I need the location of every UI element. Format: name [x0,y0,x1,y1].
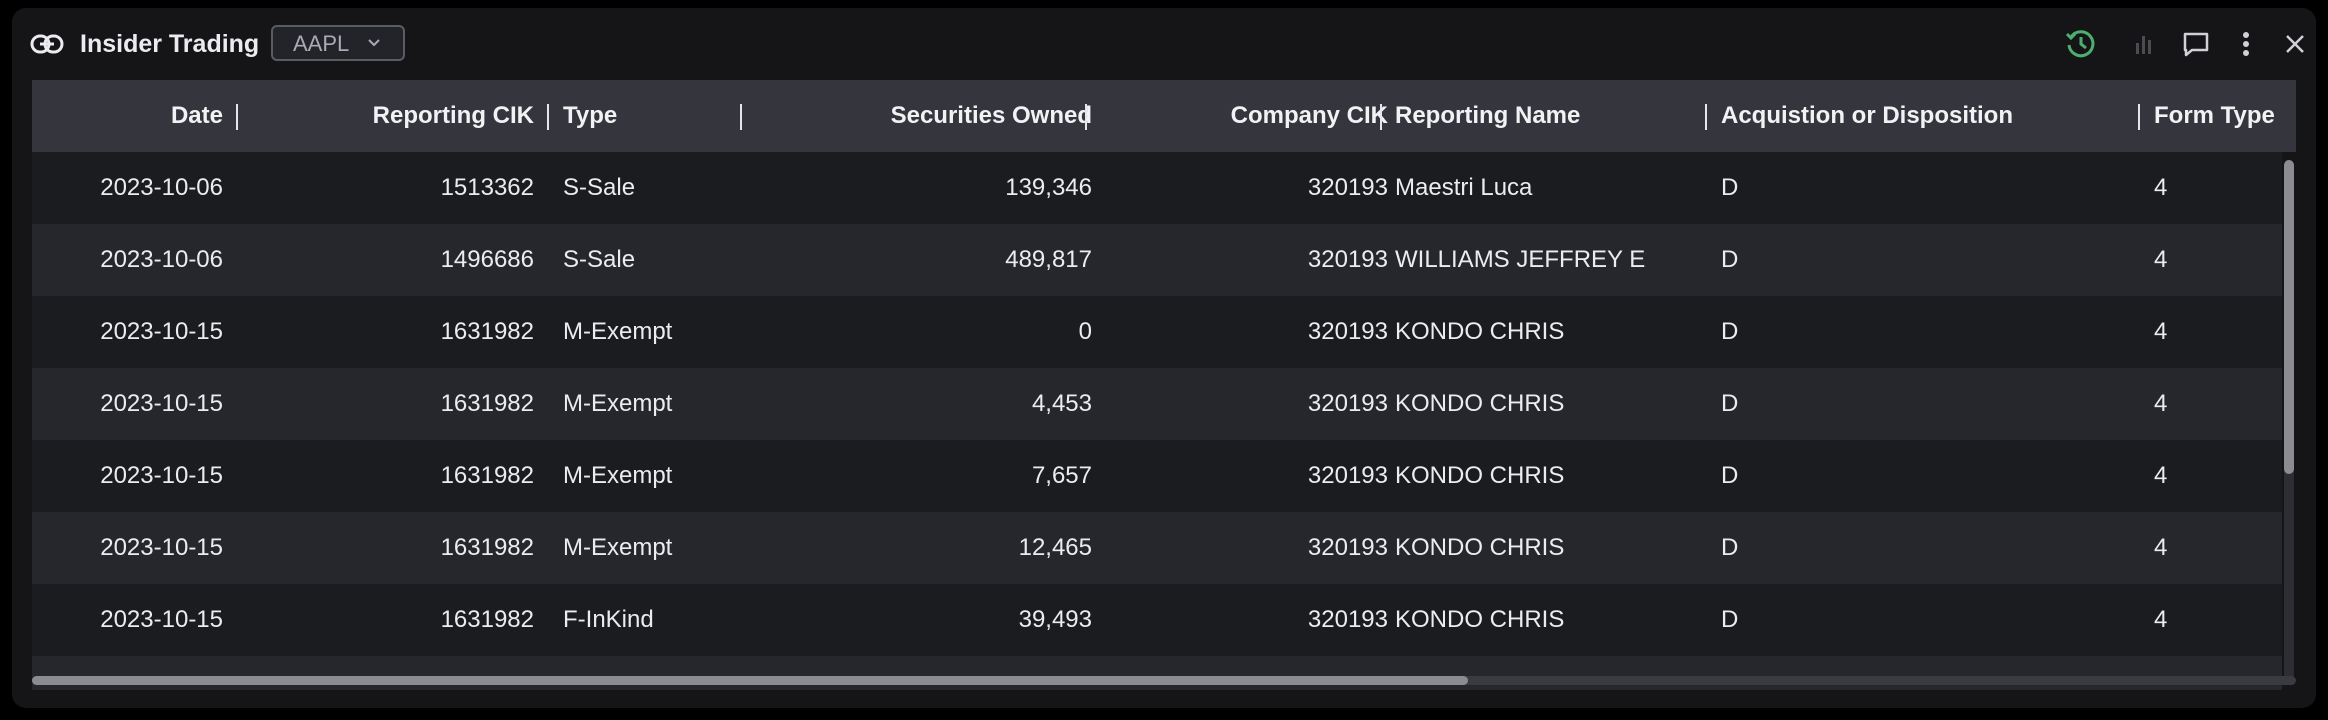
cell-acquisition-or-disposition: D [1721,462,1739,489]
table-row[interactable]: 2023-10-15 1631982 M-Exempt 12,465 32019… [32,512,2282,584]
insider-trading-widget: Insider Trading AAPL [12,8,2316,708]
cell-type: M-Exempt [563,390,673,417]
cell-type: M-Exempt [563,462,673,489]
cell-date: 2023-10-15 [100,606,223,633]
cell-company-cik: 320193 [1307,390,1388,417]
column-header-reporting-cik[interactable]: Reporting CIK [372,102,534,129]
cell-reporting-name: Maestri Luca [1395,174,1533,201]
comment-icon[interactable] [2179,27,2213,61]
cell-company-cik: 320193 [1307,318,1388,345]
cell-form-type: 4 [2154,462,2168,489]
cell-securities-owned: 0 [1078,318,1092,345]
cell-form-type: 4 [2154,606,2168,633]
cell-form-type: 4 [2154,534,2168,561]
column-resize-handle[interactable] [740,104,742,130]
column-header-acquisition-or-disposition[interactable]: Acquistion or Disposition [1721,102,2013,129]
column-header-reporting-name[interactable]: Reporting Name [1395,102,1581,129]
column-resize-handle[interactable] [236,104,238,130]
table-row[interactable]: 2023-10-15 1631982 M-Exempt 7,657 320193… [32,440,2282,512]
cell-reporting-cik: 1631982 [440,390,534,417]
cell-reporting-name: KONDO CHRIS [1395,462,1565,489]
cell-reporting-name: KONDO CHRIS [1395,534,1565,561]
widget-header: Insider Trading AAPL [12,8,2316,80]
cell-securities-owned: 489,817 [1005,246,1092,273]
cell-reporting-cik: 1631982 [440,606,534,633]
insider-trading-table: Date Reporting CIK Type Securities Owned… [32,80,2296,690]
cell-company-cik: 320193 [1307,174,1388,201]
cell-acquisition-or-disposition: D [1721,174,1739,201]
cell-reporting-cik: 1631982 [440,318,534,345]
column-header-securities-owned[interactable]: Securities Owned [890,102,1092,129]
widget-title: Insider Trading [80,30,260,58]
chevron-down-icon [368,39,380,47]
table-row[interactable]: 2023-10-06 1513362 S-Sale 139,346 320193… [32,152,2282,224]
cell-reporting-cik: 1496686 [440,246,534,273]
column-resize-handle[interactable] [1380,104,1382,130]
vertical-scrollbar[interactable] [2284,160,2294,682]
cell-date: 2023-10-15 [100,462,223,489]
cell-reporting-name: KONDO CHRIS [1395,606,1565,633]
horizontal-scrollbar[interactable] [32,676,2296,685]
table-row[interactable]: 2023-10-15 1631982 F-InKind 39,493 32019… [32,584,2282,656]
cell-reporting-name: WILLIAMS JEFFREY E [1395,246,1646,273]
horizontal-scrollbar-thumb[interactable] [32,676,1468,685]
cell-form-type: 4 [2154,390,2168,417]
ticker-select[interactable]: AAPL [271,25,405,61]
link-icon[interactable] [30,33,64,55]
cell-acquisition-or-disposition: D [1721,318,1739,345]
cell-type: S-Sale [563,246,636,273]
cell-type: M-Exempt [563,318,673,345]
column-resize-handle[interactable] [1085,104,1087,130]
cell-securities-owned: 7,657 [1031,462,1092,489]
cell-securities-owned: 12,465 [1018,534,1092,561]
column-resize-handle[interactable] [2138,104,2140,130]
cell-company-cik: 320193 [1307,534,1388,561]
cell-acquisition-or-disposition: D [1721,534,1739,561]
cell-date: 2023-10-15 [100,318,223,345]
chart-bars-icon[interactable] [2127,27,2161,61]
cell-company-cik: 320193 [1307,246,1388,273]
cell-company-cik: 320193 [1307,462,1388,489]
cell-acquisition-or-disposition: D [1721,246,1739,273]
cell-date: 2023-10-06 [100,174,223,201]
table-header-row: Date Reporting CIK Type Securities Owned… [32,80,2296,152]
cell-securities-owned: 4,453 [1031,390,1092,417]
cell-form-type: 4 [2154,246,2168,273]
close-icon[interactable] [2278,27,2312,61]
cell-type: M-Exempt [563,534,673,561]
history-icon[interactable] [2064,27,2098,61]
cell-date: 2023-10-15 [100,534,223,561]
cell-type: F-InKind [563,606,654,633]
column-header-date[interactable]: Date [170,102,223,129]
cell-reporting-cik: 1631982 [440,534,534,561]
cell-securities-owned: 39,493 [1018,606,1092,633]
ticker-label: AAPL [293,31,350,56]
cell-reporting-cik: 1631982 [440,462,534,489]
vertical-scrollbar-thumb[interactable] [2284,160,2294,474]
more-vertical-icon[interactable] [2229,27,2263,61]
column-header-company-cik[interactable]: Company CIK [1230,102,1388,129]
cell-acquisition-or-disposition: D [1721,606,1739,633]
table-row[interactable]: 2023-10-15 1631982 M-Exempt 4,453 320193… [32,368,2282,440]
table-row[interactable]: 2023-10-15 1631982 M-Exempt 0 320193 KON… [32,296,2282,368]
cell-date: 2023-10-15 [100,390,223,417]
cell-company-cik: 320193 [1307,606,1388,633]
cell-reporting-name: KONDO CHRIS [1395,390,1565,417]
cell-date: 2023-10-06 [100,246,223,273]
cell-reporting-cik: 1513362 [440,174,534,201]
cell-form-type: 4 [2154,174,2168,201]
cell-type: S-Sale [563,174,636,201]
cell-reporting-name: KONDO CHRIS [1395,318,1565,345]
cell-form-type: 4 [2154,318,2168,345]
column-header-type[interactable]: Type [563,102,618,129]
cell-securities-owned: 139,346 [1005,174,1092,201]
cell-acquisition-or-disposition: D [1721,390,1739,417]
column-header-form-type[interactable]: Form Type [2154,102,2275,129]
table-row[interactable]: 2023-10-06 1496686 S-Sale 489,817 320193… [32,224,2282,296]
column-resize-handle[interactable] [1705,104,1707,130]
column-resize-handle[interactable] [547,104,549,130]
